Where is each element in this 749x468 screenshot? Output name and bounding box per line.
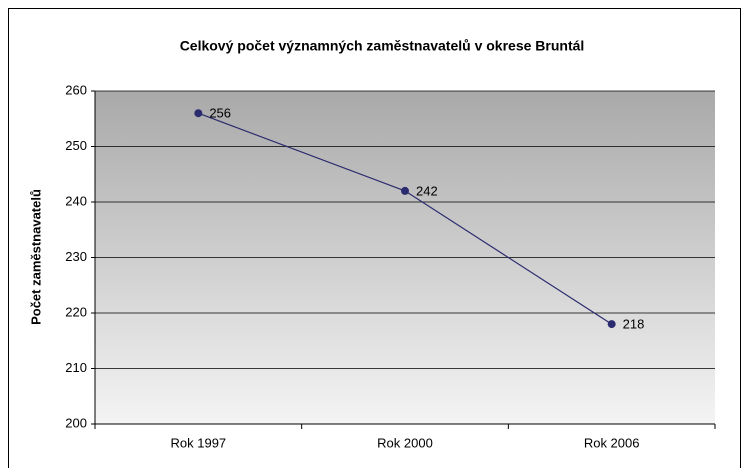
- y-axis-label: Počet zaměstnavatelů: [28, 189, 43, 325]
- y-tick-label: 230: [65, 249, 87, 264]
- y-tick-label: 240: [65, 193, 87, 208]
- y-tick-label: 220: [65, 304, 87, 319]
- x-tick-label: Rok 1997: [171, 435, 227, 450]
- chart-title: Celkový počet významných zaměstnavatelů …: [180, 38, 585, 54]
- data-point: [194, 109, 203, 118]
- data-label: 242: [416, 183, 438, 198]
- y-tick-label: 200: [65, 415, 87, 430]
- y-tick-label: 250: [65, 138, 87, 153]
- data-point: [607, 320, 616, 329]
- y-tick-label: 260: [65, 82, 87, 97]
- y-tick-label: 210: [65, 360, 87, 375]
- x-tick-label: Rok 2000: [377, 435, 433, 450]
- data-point: [401, 186, 409, 195]
- data-label: 256: [209, 106, 231, 121]
- x-tick-label: Rok 2006: [584, 435, 640, 450]
- data-label: 218: [623, 317, 645, 332]
